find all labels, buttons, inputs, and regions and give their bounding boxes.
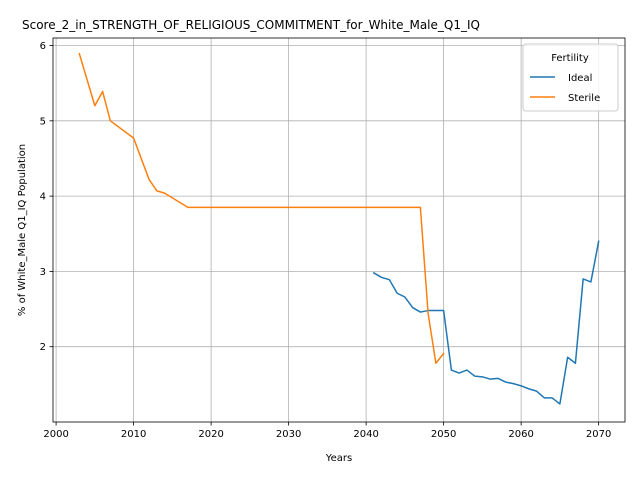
legend-title: Fertility <box>551 53 589 64</box>
series-layer <box>78 52 600 405</box>
legend-label-sterile: Sterile <box>568 93 600 104</box>
series-line-ideal <box>372 240 600 405</box>
x-tick-label: 2050 <box>431 429 456 440</box>
legend: Fertility Ideal Sterile <box>522 43 619 112</box>
x-tick-label: 2010 <box>121 429 146 440</box>
series-line-sterile <box>78 52 445 365</box>
x-tick-label: 2030 <box>276 429 301 440</box>
y-tick-label: 4 <box>40 192 46 203</box>
chart-title: Score_2_in_STRENGTH_OF_RELIGIOUS_COMMITM… <box>22 18 480 32</box>
grid-lines <box>53 38 625 422</box>
legend-label-ideal: Ideal <box>568 73 592 84</box>
x-tick-label: 2070 <box>586 429 611 440</box>
x-tick-label: 2000 <box>43 429 68 440</box>
y-tick-label: 5 <box>40 116 46 127</box>
y-axis-label: % of White_Male Q1_IQ Population <box>17 144 28 316</box>
legend-box <box>522 43 619 112</box>
y-tick-label: 6 <box>40 41 46 52</box>
x-axis-label: Years <box>325 453 352 464</box>
x-tick-label: 2040 <box>353 429 378 440</box>
plot-frame <box>52 37 626 423</box>
x-tick-label: 2020 <box>198 429 223 440</box>
x-tick-label: 2060 <box>508 429 533 440</box>
axis-ticks: 2000 2010 2020 2030 2040 2050 2060 2070 2 3 4 5 6 <box>40 41 612 440</box>
y-tick-label: 3 <box>40 267 46 278</box>
y-tick-label: 2 <box>40 342 46 353</box>
